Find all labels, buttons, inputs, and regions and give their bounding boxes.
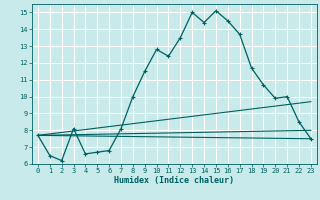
X-axis label: Humidex (Indice chaleur): Humidex (Indice chaleur)	[115, 176, 234, 185]
